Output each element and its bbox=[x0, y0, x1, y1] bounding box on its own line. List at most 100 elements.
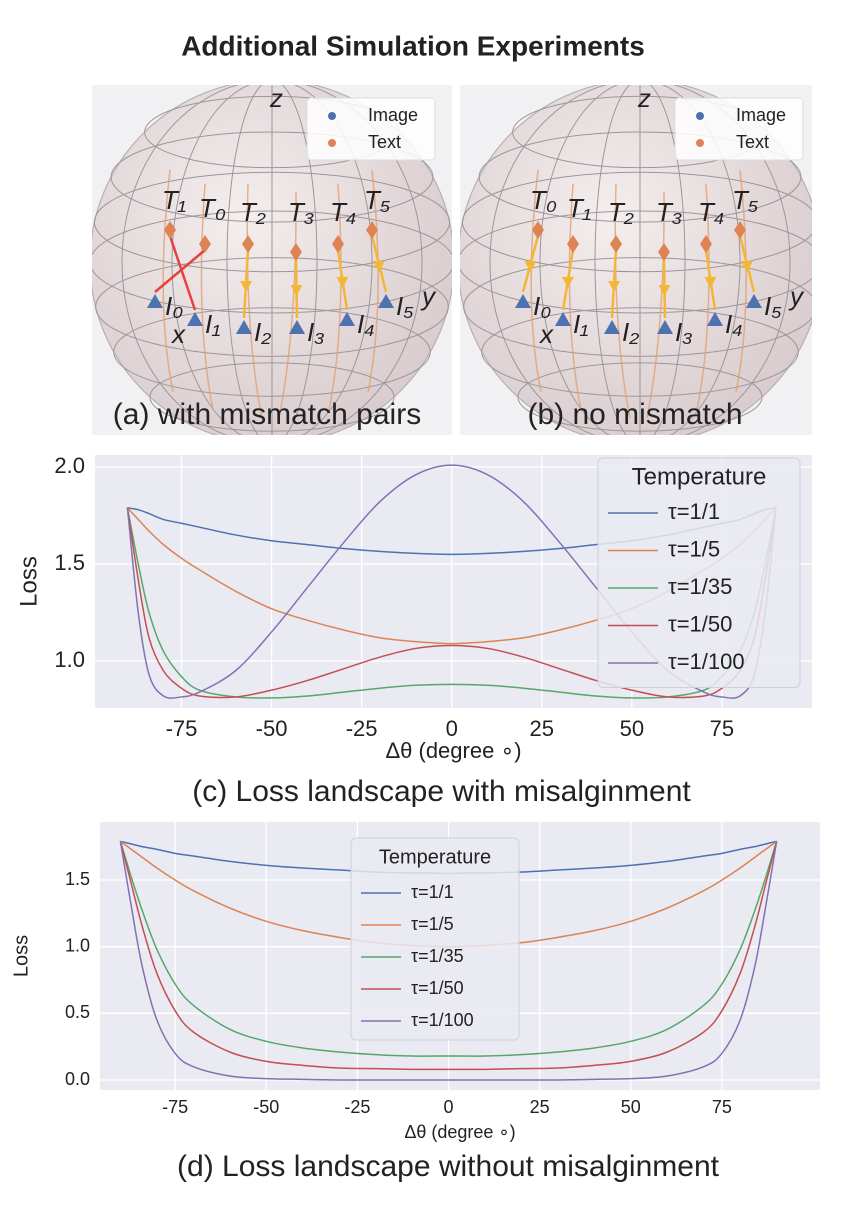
x-tick-label: 0 bbox=[444, 1097, 454, 1117]
legend-label: Image bbox=[368, 105, 418, 125]
text-label: T₁ bbox=[567, 193, 591, 223]
text-marker bbox=[658, 243, 670, 261]
text-marker bbox=[734, 221, 746, 239]
text-marker bbox=[199, 235, 211, 253]
y-tick-label: 2.0 bbox=[54, 453, 85, 478]
image-label: I₀ bbox=[165, 291, 183, 321]
legend-label: τ=1/5 bbox=[411, 914, 454, 934]
image-label: I₃ bbox=[307, 317, 325, 347]
arrow-head bbox=[240, 281, 252, 292]
text-marker bbox=[532, 221, 544, 239]
path-line bbox=[696, 183, 710, 411]
axis-label: x bbox=[170, 319, 186, 349]
y-tick-label: 1.0 bbox=[65, 935, 90, 955]
x-tick-label: -50 bbox=[253, 1097, 279, 1117]
x-tick-label: 50 bbox=[620, 716, 644, 741]
image-marker bbox=[378, 294, 394, 308]
x-tick-label: 75 bbox=[710, 716, 734, 741]
path-line bbox=[200, 183, 214, 411]
image-label: I₄ bbox=[725, 309, 743, 339]
image-marker bbox=[604, 320, 620, 334]
image-marker bbox=[187, 312, 203, 326]
series-line bbox=[119, 841, 778, 1057]
image-label: I₁ bbox=[205, 309, 220, 339]
text-marker bbox=[366, 221, 378, 239]
image-label: I₁ bbox=[573, 309, 588, 339]
text-label: T₅ bbox=[732, 185, 759, 215]
y-tick-label: 0.0 bbox=[65, 1069, 90, 1089]
text-label: T₁ bbox=[162, 185, 186, 215]
figure-title: Additional Simulation Experiments bbox=[181, 30, 645, 61]
axis-label: z bbox=[269, 83, 283, 113]
axis-label: z bbox=[637, 83, 651, 113]
x-axis-label: Δθ (degree ∘) bbox=[385, 738, 521, 763]
y-axis-label: Loss bbox=[10, 935, 32, 977]
image-marker bbox=[555, 312, 571, 326]
arrow-head bbox=[741, 261, 753, 272]
image-marker bbox=[289, 320, 305, 334]
series-line bbox=[126, 464, 777, 699]
x-tick-label: -50 bbox=[256, 716, 288, 741]
series-line bbox=[119, 841, 778, 1081]
text-marker bbox=[610, 235, 622, 253]
arrow-head bbox=[524, 261, 537, 272]
text-label: T₄ bbox=[330, 197, 356, 227]
meridian bbox=[594, 85, 686, 435]
image-marker bbox=[746, 294, 762, 308]
panel-caption: (b) no mismatch bbox=[527, 398, 742, 431]
x-tick-label: 75 bbox=[712, 1097, 732, 1117]
path-line bbox=[646, 191, 665, 419]
x-tick-label: -25 bbox=[346, 716, 378, 741]
panel-caption: (a) with mismatch pairs bbox=[113, 398, 421, 431]
meridian bbox=[121, 85, 423, 435]
path-line bbox=[278, 191, 297, 419]
legend-label: Text bbox=[368, 132, 401, 152]
image-label: I₅ bbox=[764, 291, 782, 321]
meridian bbox=[171, 85, 373, 435]
meridian bbox=[539, 85, 741, 435]
image-marker bbox=[236, 320, 252, 334]
text-label: T₂ bbox=[608, 197, 634, 227]
legend-label: Image bbox=[736, 105, 786, 125]
image-label: I₂ bbox=[254, 317, 271, 347]
legend-label: Text bbox=[736, 132, 769, 152]
x-tick-label: -75 bbox=[162, 1097, 188, 1117]
path-line bbox=[568, 183, 582, 411]
series-line bbox=[119, 841, 778, 1071]
image-marker bbox=[707, 312, 723, 326]
sphere bbox=[460, 85, 812, 435]
series-line bbox=[126, 507, 777, 699]
image-marker bbox=[657, 320, 673, 334]
arrow-head bbox=[562, 277, 574, 288]
arrow-head bbox=[704, 277, 717, 288]
legend-box bbox=[674, 97, 804, 161]
chart-caption: (d) Loss landscape without misalginment bbox=[177, 1150, 720, 1183]
text-label: T₃ bbox=[656, 197, 682, 227]
image-marker bbox=[147, 294, 163, 308]
meridian bbox=[489, 85, 791, 435]
legend-dot bbox=[696, 139, 704, 147]
text-label: T₄ bbox=[698, 197, 724, 227]
legend-label: τ=1/50 bbox=[668, 611, 732, 636]
sphere bbox=[92, 85, 452, 435]
legend-label: τ=1/35 bbox=[668, 574, 732, 599]
image-label: I₃ bbox=[675, 317, 693, 347]
legend-title: Temperature bbox=[379, 846, 491, 868]
x-tick-label: -25 bbox=[344, 1097, 370, 1117]
x-tick-label: -75 bbox=[166, 716, 198, 741]
x-tick-label: 25 bbox=[530, 1097, 550, 1117]
legend-dot bbox=[328, 112, 336, 120]
meridian bbox=[226, 85, 318, 435]
x-axis-label: Δθ (degree ∘) bbox=[404, 1122, 515, 1142]
legend-label: τ=1/1 bbox=[668, 499, 720, 524]
image-label: I₅ bbox=[396, 291, 414, 321]
text-marker bbox=[700, 235, 712, 253]
path-line bbox=[328, 183, 342, 411]
path-line bbox=[735, 169, 747, 393]
text-marker bbox=[242, 235, 254, 253]
text-label: T₅ bbox=[364, 185, 391, 215]
legend-box bbox=[597, 457, 801, 688]
axis-label: x bbox=[538, 319, 554, 349]
y-axis-label: Loss bbox=[15, 556, 42, 607]
y-tick-label: 1.0 bbox=[54, 647, 85, 672]
